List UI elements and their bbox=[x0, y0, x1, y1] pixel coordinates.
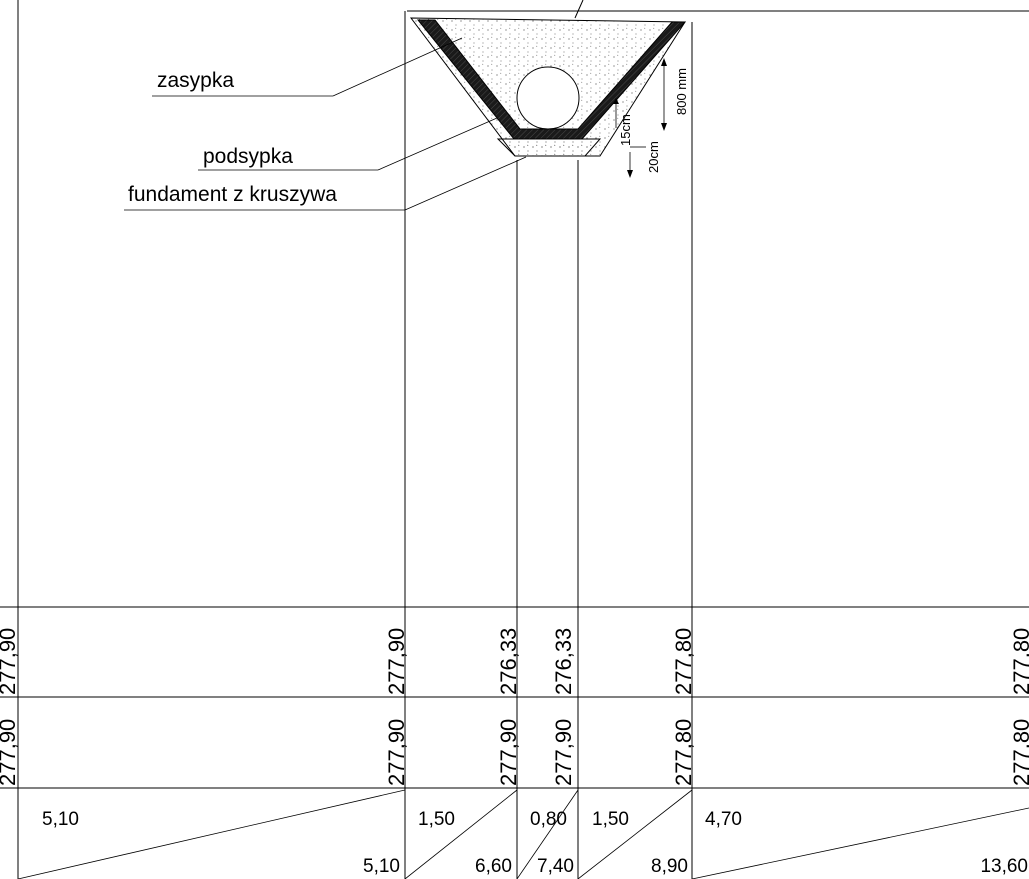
row2-value-2: 277,90 bbox=[496, 719, 521, 786]
row2-value-1: 277,90 bbox=[384, 719, 409, 786]
segment-1: 1,50 bbox=[418, 809, 455, 830]
cumulative-0: 5,10 bbox=[363, 856, 400, 877]
pipe-circle bbox=[516, 66, 580, 130]
leader-foundation bbox=[404, 156, 527, 211]
row1-value-3: 276,33 bbox=[551, 628, 576, 695]
leader-bedding bbox=[377, 117, 498, 171]
distance-diagonals bbox=[17, 789, 1029, 879]
segment-3: 1,50 bbox=[592, 809, 629, 830]
row2-value-5: 277,80 bbox=[1009, 719, 1029, 786]
dimension-foundation-label: 20cm bbox=[646, 141, 661, 173]
cumulative-2: 7,40 bbox=[537, 856, 574, 877]
elevation-row-1: 277,90 277,90 276,33 276,33 277,80 277,8… bbox=[0, 628, 1029, 695]
segment-4: 4,70 bbox=[705, 809, 742, 830]
row1-value-2: 276,33 bbox=[496, 628, 521, 695]
dimension-pipe: 800 mm bbox=[661, 58, 689, 131]
row2-value-3: 277,90 bbox=[551, 719, 576, 786]
dimension-foundation: 20cm bbox=[627, 141, 661, 178]
row2-value-0: 277,90 bbox=[0, 719, 20, 786]
dimension-bedding: 15cm bbox=[613, 98, 646, 148]
dimension-bedding-label: 15cm bbox=[618, 114, 633, 146]
row1-value-4: 277,80 bbox=[671, 628, 696, 695]
top-leader-line bbox=[574, 0, 584, 19]
foundation-label: fundament z kruszywa bbox=[128, 183, 337, 206]
segment-0: 5,10 bbox=[42, 809, 79, 830]
cumulative-distances: 5,10 6,60 7,40 8,90 13,60 bbox=[363, 856, 1028, 877]
row1-value-5: 277,80 bbox=[1009, 628, 1029, 695]
aggregate-foundation bbox=[496, 138, 602, 157]
dimension-pipe-label: 800 mm bbox=[674, 68, 689, 115]
row2-value-4: 277,80 bbox=[671, 719, 696, 786]
segment-2: 0,80 bbox=[530, 809, 567, 830]
cumulative-3: 8,90 bbox=[651, 856, 688, 877]
bedding-label: podsypka bbox=[203, 145, 293, 168]
cumulative-4: 13,60 bbox=[980, 856, 1028, 877]
backfill-label: zasypka bbox=[157, 69, 234, 92]
cumulative-1: 6,60 bbox=[475, 856, 512, 877]
row1-value-1: 277,90 bbox=[384, 628, 409, 695]
row1-value-0: 277,90 bbox=[0, 628, 20, 695]
segment-distances: 5,10 1,50 0,80 1,50 4,70 bbox=[42, 809, 742, 830]
bedding-layer bbox=[416, 19, 687, 140]
leader-backfill bbox=[332, 37, 463, 97]
elevation-row-2: 277,90 277,90 277,90 277,90 277,80 277,8… bbox=[0, 719, 1029, 786]
